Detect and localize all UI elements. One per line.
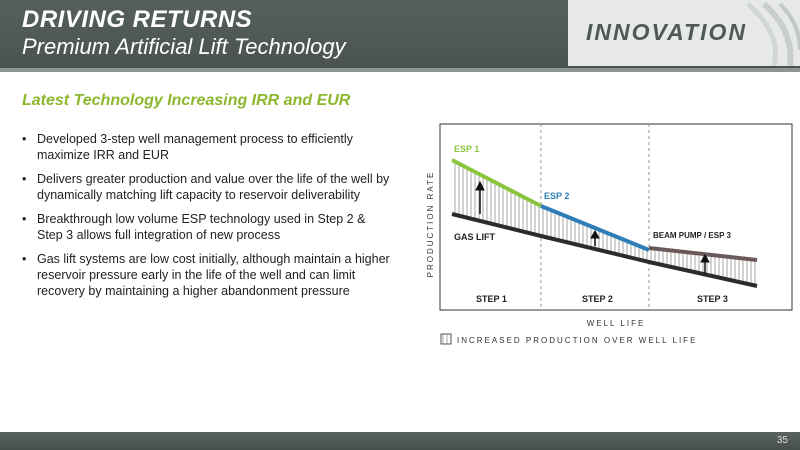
y-axis-label: PRODUCTION RATE — [426, 171, 435, 278]
slide-title: DRIVING RETURNS — [22, 6, 253, 33]
step-label: STEP 2 — [582, 294, 613, 304]
series-line-gas-lift — [451, 212, 758, 288]
bullet-item: • Gas lift systems are low cost initially… — [22, 251, 392, 299]
bullet-dot-icon: • — [22, 212, 27, 226]
increase-arrow-icon — [475, 180, 485, 214]
step-label: STEP 1 — [476, 294, 507, 304]
slide-subtitle: Premium Artificial Lift Technology — [22, 34, 346, 59]
increase-area-step1 — [452, 160, 541, 236]
legend-label: INCREASED PRODUCTION OVER WELL LIFE — [457, 336, 697, 345]
series-label-esp2: ESP 2 — [544, 191, 569, 201]
bullet-dot-icon: • — [22, 172, 27, 186]
header-stripe — [0, 68, 800, 72]
brand-swoosh-icon — [746, 1, 800, 66]
increase-arrow-icon — [590, 229, 600, 246]
series-label-esp1: ESP 1 — [454, 144, 479, 154]
footer-bar: 35 — [0, 432, 800, 450]
bullet-item: • Developed 3-step well management proces… — [22, 131, 392, 163]
series-label-beam-pump: BEAM PUMP / ESP 3 — [653, 231, 732, 240]
section-heading: Latest Technology Increasing IRR and EUR — [22, 92, 351, 109]
production-chart: ESP 1 ESP 2 BEAM PUMP / ESP 3 GAS LIFT S… — [426, 123, 793, 345]
series-line-beam-pump — [648, 246, 758, 262]
brand-panel: INNOVATION — [568, 0, 800, 66]
increase-arrow-icon — [700, 253, 710, 274]
bullet-text: Delivers greater production and value ov… — [37, 172, 390, 202]
bullet-text: Gas lift systems are low cost initially,… — [37, 252, 390, 298]
bullet-dot-icon: • — [22, 132, 27, 146]
x-axis-label: WELL LIFE — [587, 319, 646, 328]
bullet-item: • Delivers greater production and value o… — [22, 171, 392, 203]
step-label: STEP 3 — [697, 294, 728, 304]
page-number: 35 — [776, 435, 788, 446]
series-line-esp2 — [540, 204, 650, 252]
series-label-gas-lift: GAS LIFT — [454, 232, 495, 242]
header-bar: DRIVING RETURNS Premium Artificial Lift … — [0, 0, 800, 68]
bullet-dot-icon: • — [22, 252, 27, 266]
bullet-list: • Developed 3-step well management proces… — [22, 131, 392, 307]
series-line-esp1 — [451, 158, 542, 208]
bullet-text: Developed 3-step well management process… — [37, 132, 353, 162]
legend-swatch — [440, 333, 452, 345]
bullet-text: Breakthrough low volume ESP technology u… — [37, 212, 366, 242]
bullet-item: • Breakthrough low volume ESP technology … — [22, 211, 392, 243]
brand-label: INNOVATION — [586, 19, 747, 45]
